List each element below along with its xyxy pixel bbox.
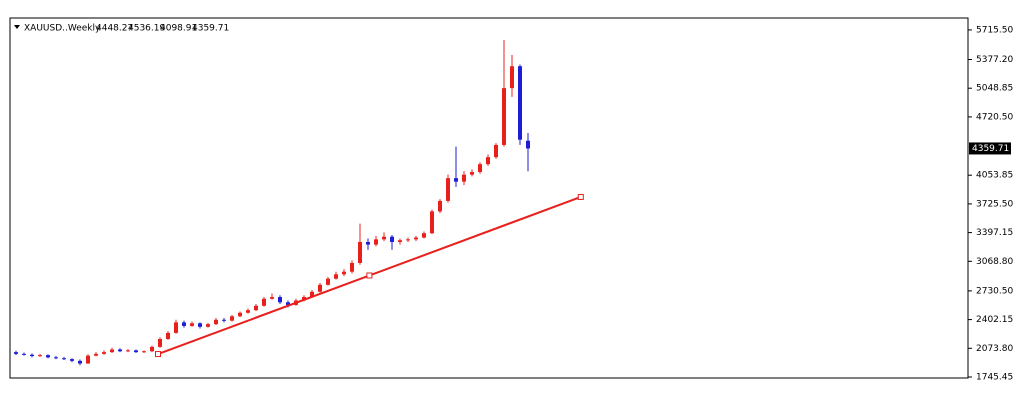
candle-body [350,262,354,272]
candle-body [422,233,426,238]
candle-body [262,298,266,306]
y-tick-label: 5048.85 [976,84,1013,94]
candle-body [230,316,234,321]
candle-body [494,144,498,158]
y-tick-label: 5377.20 [976,55,1013,65]
symbol-title: XAUUSD..Weekly [24,24,101,34]
y-tick-label: 3068.80 [976,257,1013,267]
candle-body [398,240,402,242]
candle-body [134,350,138,353]
candle-body [406,239,410,241]
trendline-handle [366,272,373,279]
y-tick-label: 2402.15 [976,315,1013,325]
candle-body [366,241,370,245]
price-label-box [969,142,1011,155]
candle-body [446,178,450,201]
candle-body [54,357,58,359]
candle-body [30,354,34,357]
ohlc-high: 4536.19 [128,24,165,34]
y-tick-label: 5715.50 [976,25,1013,35]
candle-body [318,284,322,292]
candle-body [462,174,466,182]
y-tick-label: 1745.45 [976,372,1013,382]
price-label: 4359.71 [972,144,1009,154]
y-tick-label: 3725.50 [976,199,1013,209]
candle-body [38,355,42,357]
candle-body [326,278,330,285]
candle-body [310,291,314,298]
candle-body [198,323,202,327]
candle-body [486,157,490,165]
candle-body [270,297,274,299]
candle-body [254,305,258,311]
y-tick-label: 4053.85 [976,171,1013,181]
candle-body [110,349,114,353]
candle-body [22,353,26,355]
trendline-handle [155,351,161,358]
candle-body [102,352,106,354]
candle-body [390,236,394,242]
candle-body [150,346,154,352]
candle-body [46,355,50,358]
candle-body [238,312,242,317]
ohlc-open: 4448.27 [96,24,133,34]
candle-body [206,324,210,327]
candle-body [190,323,194,326]
candle-body [470,172,474,175]
candle-body [174,322,178,333]
candle-body [438,200,442,212]
candle-body [78,360,82,364]
y-tick-label: 4720.50 [976,112,1013,122]
plot-frame [9,17,969,379]
candle-body [430,211,434,234]
candle-body [222,319,226,321]
candle-body [358,241,362,263]
header: XAUUSD..Weekly 4448.27 4536.19 4098.91 4… [24,24,229,34]
candle-body [86,355,90,364]
menu-arrow [14,25,20,29]
candle-body [142,351,146,353]
candle-body [246,310,250,313]
ohlc-low: 4098.91 [160,24,197,34]
candle-body [278,297,282,303]
candle-body [478,164,482,173]
candle-body [510,66,514,89]
candle-body [182,322,186,326]
candle-body [70,359,74,361]
candle-body [158,339,162,347]
candle-body [454,178,458,182]
candle-body [518,66,522,140]
candle-body [126,350,130,352]
ohlc-close: 4359.71 [192,24,229,34]
y-tick-label: 3397.15 [976,228,1013,238]
candle-body [526,140,530,149]
y-tick-label: 2730.50 [976,286,1013,296]
candle-body [334,274,338,279]
candle-body [286,302,290,305]
candle-body [118,349,122,352]
trendline-handle [577,193,584,200]
candle-body [382,236,386,240]
y-tick-label: 2073.80 [976,344,1013,354]
candle-body [214,319,218,325]
candle-body [166,332,170,340]
candle-body [374,239,378,245]
candle-body [14,352,18,354]
candle-body [414,237,418,240]
candle-body [62,358,66,360]
candle-body [342,271,346,275]
candle-body [94,353,98,356]
candle-body [502,88,506,145]
